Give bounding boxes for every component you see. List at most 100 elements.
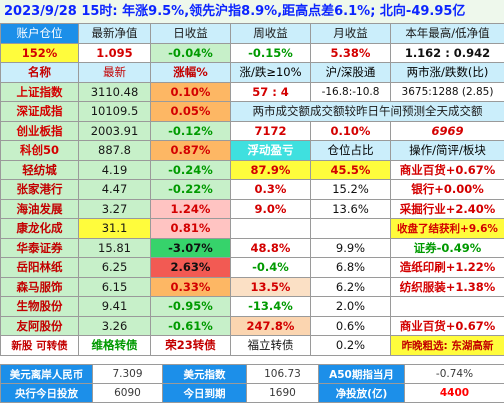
stock-name[interactable]: 海油发展 xyxy=(0,198,79,219)
stock-pct: 0.81% xyxy=(150,218,231,239)
stock-name[interactable]: 友阿股份 xyxy=(0,315,79,336)
index-header-cell: 沪/深股通 xyxy=(310,62,391,83)
stock-pct: -0.24% xyxy=(150,159,231,180)
index-row[interactable]: 创业板指 2003.91 -0.12% 7172 0.10% 6969 xyxy=(0,120,504,141)
note-header: 操作/简评/板块 xyxy=(390,140,504,161)
stock-pct: -0.22% xyxy=(150,179,231,200)
bond-row: 新股 可转债 维格转债 荣23转债 福立转债 0.2% 昨晚粗选: 东湖高新 xyxy=(0,335,504,356)
holding-row[interactable]: 张家港行 4.47 -0.22% 0.3% 15.2% 银行+0.00% xyxy=(0,179,504,200)
bond-name[interactable]: 荣23转债 xyxy=(150,335,231,356)
stock-latest: 4.47 xyxy=(78,179,151,200)
index-pct: 0.05% xyxy=(150,101,231,122)
account-header-cell: 周收益 xyxy=(230,23,311,44)
northbound-flow: -16.8:-10.8 xyxy=(310,81,391,102)
limit-up-down-count: 57 : 4 xyxy=(230,81,311,102)
stock-pnl: 9.0% xyxy=(230,198,311,219)
index-header-cell: 两市涨/跌数(比) xyxy=(390,62,504,83)
turnover-change: 0.10% xyxy=(310,120,391,141)
holding-row[interactable]: 生物股份 9.41 -0.95% -13.4% 2.0% xyxy=(0,296,504,317)
account-header-cell: 月收益 xyxy=(310,23,391,44)
weekly-return: -0.15% xyxy=(230,42,311,63)
ipo-bond-label: 新股 可转债 xyxy=(0,335,79,356)
stock-latest: 9.41 xyxy=(78,296,151,317)
pnl-header: 浮动盈亏 xyxy=(230,140,311,161)
stock-name[interactable]: 生物股份 xyxy=(0,296,79,317)
bond-name[interactable]: 福立转债 xyxy=(230,335,311,356)
account-header-row: 账户仓位 最新净值 日收益 周收益 月收益 本年最高/低净值 xyxy=(0,23,504,44)
holding-row[interactable]: 轻纺城 4.19 -0.24% 87.9% 45.5% 商业百货+0.67% xyxy=(0,159,504,180)
holding-row[interactable]: 华泰证券 15.81 -3.07% 48.8% 9.9% 证券-0.49% xyxy=(0,237,504,258)
cnh-value: 7.309 xyxy=(92,364,163,384)
index-header-cell: 涨/跌≥10% xyxy=(230,62,311,83)
stock-latest: 4.19 xyxy=(78,159,151,180)
stock-pct: 1.24% xyxy=(150,198,231,219)
stock-name[interactable]: 华泰证券 xyxy=(0,237,79,258)
stock-latest: 6.15 xyxy=(78,276,151,297)
stock-name[interactable]: 张家港行 xyxy=(0,179,79,200)
index-latest: 2003.91 xyxy=(78,120,151,141)
stock-position: 2.0% xyxy=(310,296,391,317)
pboc-injection-label: 央行今日投放 xyxy=(0,383,93,403)
stock-pnl: 247.8% xyxy=(230,315,311,336)
stock-pct: -3.07% xyxy=(150,237,231,258)
stock-name[interactable]: 岳阳林纸 xyxy=(0,257,79,278)
macro-footer: 美元离岸人民币 7.309 美元指数 106.73 A50期指当月 -0.74%… xyxy=(0,364,504,403)
stock-name[interactable]: 轻纺城 xyxy=(0,159,79,180)
holding-row[interactable]: 森马服饰 6.15 0.33% 13.5% 6.2% 纺织服装+1.38% xyxy=(0,276,504,297)
position-header: 仓位占比 xyxy=(310,140,391,161)
stock-pnl: -0.4% xyxy=(230,257,311,278)
holding-row[interactable]: 海油发展 3.27 1.24% 9.0% 13.6% 采掘行业+2.40% xyxy=(0,198,504,219)
stock-note: 采掘行业+2.40% xyxy=(390,198,504,219)
stock-note: 造纸印刷+1.22% xyxy=(390,257,504,278)
turnover-header: 两市成交额成交额较昨日午间预测全天成交额 xyxy=(230,101,504,122)
stock-pnl: 13.5% xyxy=(230,276,311,297)
stock-note: 证券-0.49% xyxy=(390,237,504,258)
stock-position: 13.6% xyxy=(310,198,391,219)
watchlist-note: 昨晚粗选: 东湖高新 xyxy=(390,335,504,356)
holding-row[interactable]: 岳阳林纸 6.25 2.63% -0.4% 6.8% 造纸印刷+1.22% xyxy=(0,257,504,278)
index-name: 科创50 xyxy=(0,140,79,161)
stock-pct: 2.63% xyxy=(150,257,231,278)
stock-position: 0.6% xyxy=(310,315,391,336)
bond-name[interactable]: 维格转债 xyxy=(78,335,151,356)
stock-note: 纺织服装+1.38% xyxy=(390,276,504,297)
stock-latest: 3.26 xyxy=(78,315,151,336)
holding-row[interactable]: 康龙化成 31.1 0.81% 收盘了结获利+9.6% xyxy=(0,218,504,239)
stock-latest: 3.27 xyxy=(78,198,151,219)
index-latest: 3110.48 xyxy=(78,81,151,102)
stock-pct: -0.61% xyxy=(150,315,231,336)
net-injection-label: 净投放(亿) xyxy=(318,383,405,403)
page-title: 2023/9/28 15时: 年涨9.5%,领先沪指8.9%,距高点差6.1%;… xyxy=(0,0,504,23)
index-pct: -0.12% xyxy=(150,120,231,141)
stock-pnl: 48.8% xyxy=(230,237,311,258)
stock-note: 商业百货+0.67% xyxy=(390,159,504,180)
stock-note xyxy=(390,296,504,317)
account-header-cell: 最新净值 xyxy=(78,23,151,44)
stock-position: 6.8% xyxy=(310,257,391,278)
turnover-forecast: 6969 xyxy=(390,120,504,141)
index-latest: 10109.5 xyxy=(78,101,151,122)
stock-pct: 0.33% xyxy=(150,276,231,297)
account-values-row: 152% 1.095 -0.04% -0.15% 5.38% 1.162 : 0… xyxy=(0,42,504,63)
dxy-label: 美元指数 xyxy=(162,364,247,384)
stock-latest: 15.81 xyxy=(78,237,151,258)
index-row[interactable]: 深证成指 10109.5 0.05% 两市成交额成交额较昨日午间预测全天成交额 xyxy=(0,101,504,122)
index-header-cell: 涨幅% xyxy=(150,62,231,83)
stock-name[interactable]: 康龙化成 xyxy=(0,218,79,239)
account-header-cell: 本年最高/低净值 xyxy=(390,23,504,44)
stock-position: 9.9% xyxy=(310,237,391,258)
stock-pnl: 0.3% xyxy=(230,179,311,200)
cnh-label: 美元离岸人民币 xyxy=(0,364,93,384)
index-row[interactable]: 科创50 887.8 0.87% 浮动盈亏 仓位占比 操作/简评/板块 xyxy=(0,140,504,161)
stock-note: 商业百货+0.67% xyxy=(390,315,504,336)
stock-position: 45.5% xyxy=(310,159,391,180)
portfolio-table: 账户仓位 最新净值 日收益 周收益 月收益 本年最高/低净值 152% 1.09… xyxy=(0,23,504,356)
maturity-label: 今日到期 xyxy=(162,383,247,403)
stock-name[interactable]: 森马服饰 xyxy=(0,276,79,297)
holding-row[interactable]: 友阿股份 3.26 -0.61% 247.8% 0.6% 商业百货+0.67% xyxy=(0,315,504,336)
position-ratio: 152% xyxy=(0,42,79,63)
index-row[interactable]: 上证指数 3110.48 0.10% 57 : 4 -16.8:-10.8 36… xyxy=(0,81,504,102)
net-injection-value: 4400 xyxy=(404,383,504,403)
stock-position xyxy=(310,218,391,239)
stock-pct: -0.95% xyxy=(150,296,231,317)
